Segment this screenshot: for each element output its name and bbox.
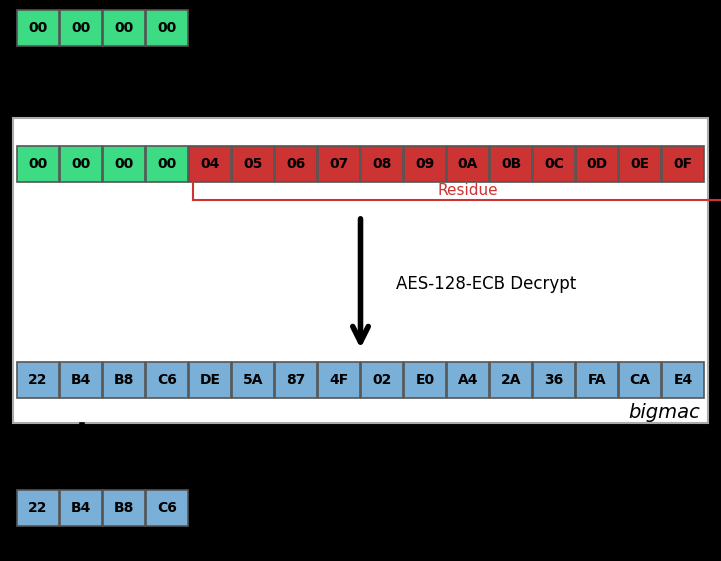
Bar	[17, 490, 59, 526]
Bar	[662, 362, 704, 398]
Text: 04: 04	[200, 157, 220, 171]
Bar	[533, 362, 575, 398]
Text: 09: 09	[415, 157, 435, 171]
Bar	[189, 362, 231, 398]
Text: B8: B8	[114, 501, 134, 515]
Text: DE: DE	[200, 373, 221, 387]
Text: C6: C6	[157, 373, 177, 387]
Bar	[404, 362, 446, 398]
Bar	[576, 362, 618, 398]
Text: 06: 06	[286, 157, 306, 171]
Text: B4: B4	[71, 373, 91, 387]
Text: CA: CA	[629, 373, 650, 387]
Text: 00: 00	[28, 157, 48, 171]
Bar	[17, 146, 59, 182]
Text: 00: 00	[71, 157, 91, 171]
Bar	[490, 146, 532, 182]
Bar	[13, 118, 708, 423]
Bar	[318, 362, 360, 398]
Text: 0B: 0B	[501, 157, 521, 171]
Text: B4: B4	[71, 501, 91, 515]
Text: 00: 00	[157, 21, 177, 35]
Text: 0A: 0A	[458, 157, 478, 171]
Bar	[447, 146, 489, 182]
Bar	[146, 362, 188, 398]
Text: 0C: 0C	[544, 157, 564, 171]
Text: 22: 22	[28, 373, 48, 387]
Text: C6: C6	[157, 501, 177, 515]
Bar	[103, 146, 145, 182]
Text: 00: 00	[115, 21, 133, 35]
Text: bigmac: bigmac	[628, 402, 700, 421]
Text: 00: 00	[115, 157, 133, 171]
Text: 5A: 5A	[243, 373, 263, 387]
Bar	[146, 146, 188, 182]
Bar	[318, 146, 360, 182]
Bar	[232, 362, 274, 398]
Bar	[146, 10, 188, 46]
Text: AES-128-ECB Decrypt: AES-128-ECB Decrypt	[396, 274, 576, 292]
Text: 05: 05	[243, 157, 262, 171]
Text: E4: E4	[673, 373, 693, 387]
Bar	[361, 362, 403, 398]
Bar	[533, 146, 575, 182]
Bar	[662, 146, 704, 182]
Text: 07: 07	[329, 157, 349, 171]
Bar	[103, 10, 145, 46]
Bar	[60, 146, 102, 182]
Bar	[447, 362, 489, 398]
Bar	[275, 362, 317, 398]
Bar	[103, 362, 145, 398]
Text: 08: 08	[372, 157, 392, 171]
Text: 0D: 0D	[586, 157, 608, 171]
Text: B8: B8	[114, 373, 134, 387]
Bar	[189, 146, 231, 182]
Bar	[490, 362, 532, 398]
Text: 02: 02	[372, 373, 392, 387]
Text: A4: A4	[458, 373, 478, 387]
Text: 00: 00	[157, 157, 177, 171]
Bar	[60, 10, 102, 46]
Bar	[60, 490, 102, 526]
Bar	[146, 490, 188, 526]
Text: Residue: Residue	[437, 183, 497, 198]
Text: 22: 22	[28, 501, 48, 515]
Bar	[232, 146, 274, 182]
Text: 36: 36	[544, 373, 564, 387]
Bar	[361, 146, 403, 182]
Bar	[275, 146, 317, 182]
Text: 87: 87	[286, 373, 306, 387]
Text: 00: 00	[71, 21, 91, 35]
Text: 2A: 2A	[501, 373, 521, 387]
Bar	[17, 10, 59, 46]
Bar	[619, 146, 661, 182]
Bar	[576, 146, 618, 182]
Text: FA: FA	[588, 373, 606, 387]
Bar	[619, 362, 661, 398]
Bar	[404, 146, 446, 182]
Text: 0E: 0E	[630, 157, 650, 171]
Text: 0F: 0F	[673, 157, 693, 171]
Bar	[17, 362, 59, 398]
Text: E0: E0	[415, 373, 435, 387]
Bar	[60, 362, 102, 398]
Bar	[103, 490, 145, 526]
Text: 00: 00	[28, 21, 48, 35]
Text: 4F: 4F	[329, 373, 349, 387]
